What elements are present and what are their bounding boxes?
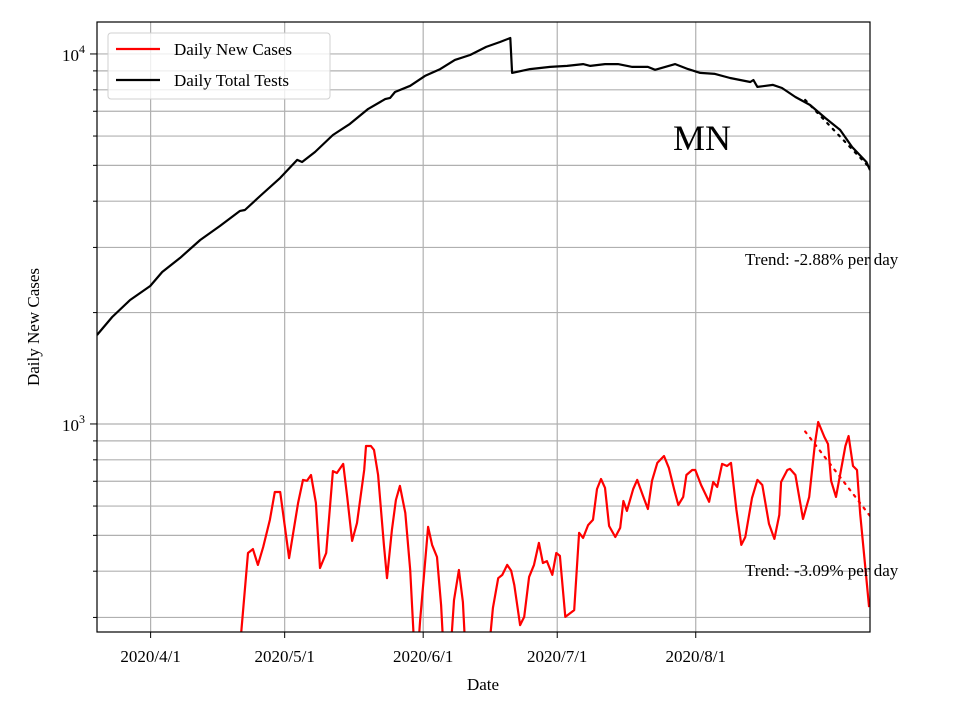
x-tick-label: 2020/6/1 xyxy=(393,647,453,666)
series-line-daily-total-tests xyxy=(97,36,870,336)
axis-ticks: 103 104 2020/4/1 2020/5/1 2020/6/1 2020/7/1 20… xyxy=(62,42,726,666)
y-tick-label: 103 xyxy=(62,412,85,435)
x-tick-label: 2020/7/1 xyxy=(527,647,587,666)
x-axis-label: Date xyxy=(467,675,499,694)
plot-frame xyxy=(96,21,871,633)
trend-line-daily-total-tests xyxy=(804,98,870,170)
legend-label-tests: Daily Total Tests xyxy=(174,71,289,90)
legend-label-cases: Daily New Cases xyxy=(174,40,292,59)
legend: Daily New Cases Daily Total Tests xyxy=(107,32,331,100)
trend-label-cases: Trend: -3.09% per day xyxy=(745,561,899,580)
x-tick-label: 2020/4/1 xyxy=(120,647,180,666)
trend-line-daily-new-cases xyxy=(804,430,870,518)
grid-lines xyxy=(97,22,870,632)
trend-label-tests: Trend: -2.88% per day xyxy=(745,250,899,269)
chart-title: MN xyxy=(673,118,731,158)
x-tick-label: 2020/8/1 xyxy=(666,647,726,666)
plot-lines xyxy=(97,36,870,632)
legend-box xyxy=(107,32,331,100)
series-line-daily-new-cases xyxy=(240,420,870,632)
x-tick-label: 2020/5/1 xyxy=(254,647,314,666)
y-axis-label: Daily New Cases xyxy=(24,268,43,386)
y-tick-label: 104 xyxy=(62,42,85,65)
